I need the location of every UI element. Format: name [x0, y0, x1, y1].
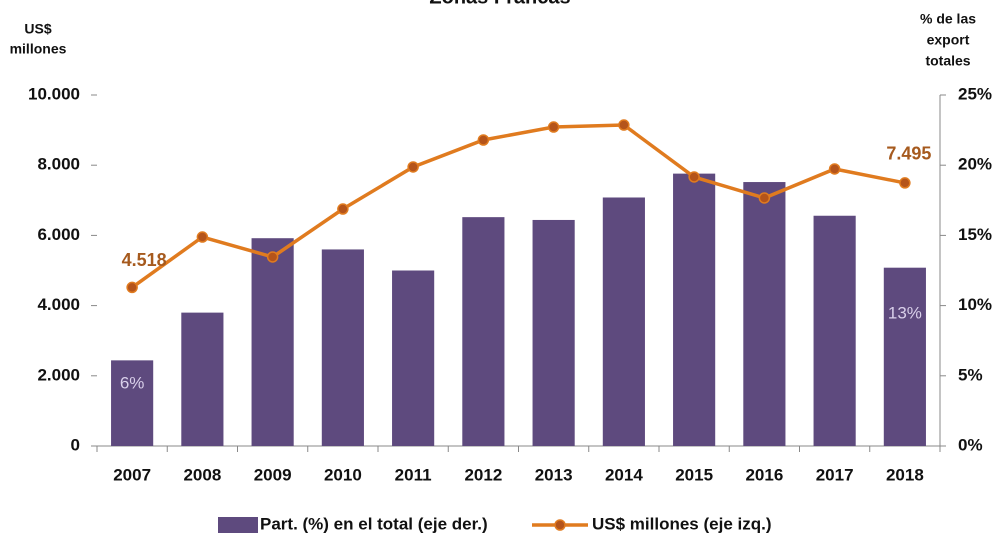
bar	[813, 215, 856, 446]
bar	[883, 267, 926, 446]
x-tick-label: 2008	[183, 465, 221, 484]
y-tick-label: 2.000	[37, 365, 80, 384]
y2-tick-label: 5%	[958, 365, 983, 384]
line-marker	[477, 134, 490, 146]
bar	[743, 182, 786, 446]
x-tick-label: 2010	[324, 465, 362, 484]
y-tick-label: 10.000	[28, 84, 80, 103]
x-tick-label: 2009	[254, 465, 292, 484]
chart-title: Zonas Francas	[429, 0, 570, 8]
bar	[251, 238, 294, 446]
bar	[321, 249, 364, 446]
x-tick-label: 2013	[535, 465, 573, 484]
bar-value-label: 6%	[120, 373, 145, 392]
line-marker	[337, 203, 349, 215]
y-tick-label: 8.000	[37, 155, 80, 174]
line-marker	[547, 121, 560, 133]
line-marker	[407, 161, 419, 173]
bar	[602, 197, 645, 446]
y2-tick-label: 10%	[958, 295, 992, 314]
bar	[111, 360, 154, 446]
bar	[462, 217, 505, 446]
y2-tick-label: 25%	[958, 84, 992, 103]
x-tick-label: 2015	[675, 465, 713, 484]
y2-tick-label: 20%	[958, 155, 992, 174]
line-marker	[126, 281, 138, 294]
line-marker	[828, 163, 841, 175]
x-tick-label: 2018	[886, 465, 924, 484]
x-tick-label: 2014	[605, 465, 643, 484]
line-value-label: 4.518	[122, 250, 167, 270]
y2-tick-label: 0%	[958, 435, 983, 454]
y2-axis-title: totales	[925, 53, 970, 69]
bar	[532, 219, 575, 446]
y2-axis-title: % de las	[920, 11, 976, 27]
line-value-label: 7.495	[886, 144, 931, 164]
line-marker	[266, 251, 279, 263]
y2-tick-label: 15%	[958, 225, 992, 244]
legend-label: US$ millones (eje izq.)	[592, 514, 772, 533]
bar	[392, 270, 435, 446]
legend-label: Part. (%) en el total (eje der.)	[260, 514, 488, 533]
y-axis-title: millones	[10, 41, 67, 57]
bar	[181, 312, 224, 446]
y-tick-label: 0	[71, 435, 80, 454]
y-axis-title: US$	[24, 21, 51, 37]
y-tick-label: 6.000	[37, 225, 80, 244]
legend-swatch	[218, 517, 258, 533]
line-marker	[196, 231, 209, 243]
line-marker	[758, 192, 771, 204]
line-marker	[618, 119, 630, 131]
y-tick-label: 4.000	[37, 295, 80, 314]
legend-swatch-marker	[554, 519, 566, 531]
line-marker	[899, 177, 911, 189]
x-tick-label: 2011	[395, 465, 432, 484]
line-marker	[688, 171, 700, 183]
y2-axis-title: export	[927, 32, 970, 48]
x-tick-label: 2016	[745, 465, 783, 484]
bar-value-label: 13%	[888, 303, 922, 322]
x-tick-label: 2017	[816, 465, 854, 484]
bar	[673, 173, 716, 446]
x-tick-label: 2007	[113, 465, 151, 484]
line	[131, 123, 906, 289]
x-tick-label: 2012	[464, 465, 502, 484]
